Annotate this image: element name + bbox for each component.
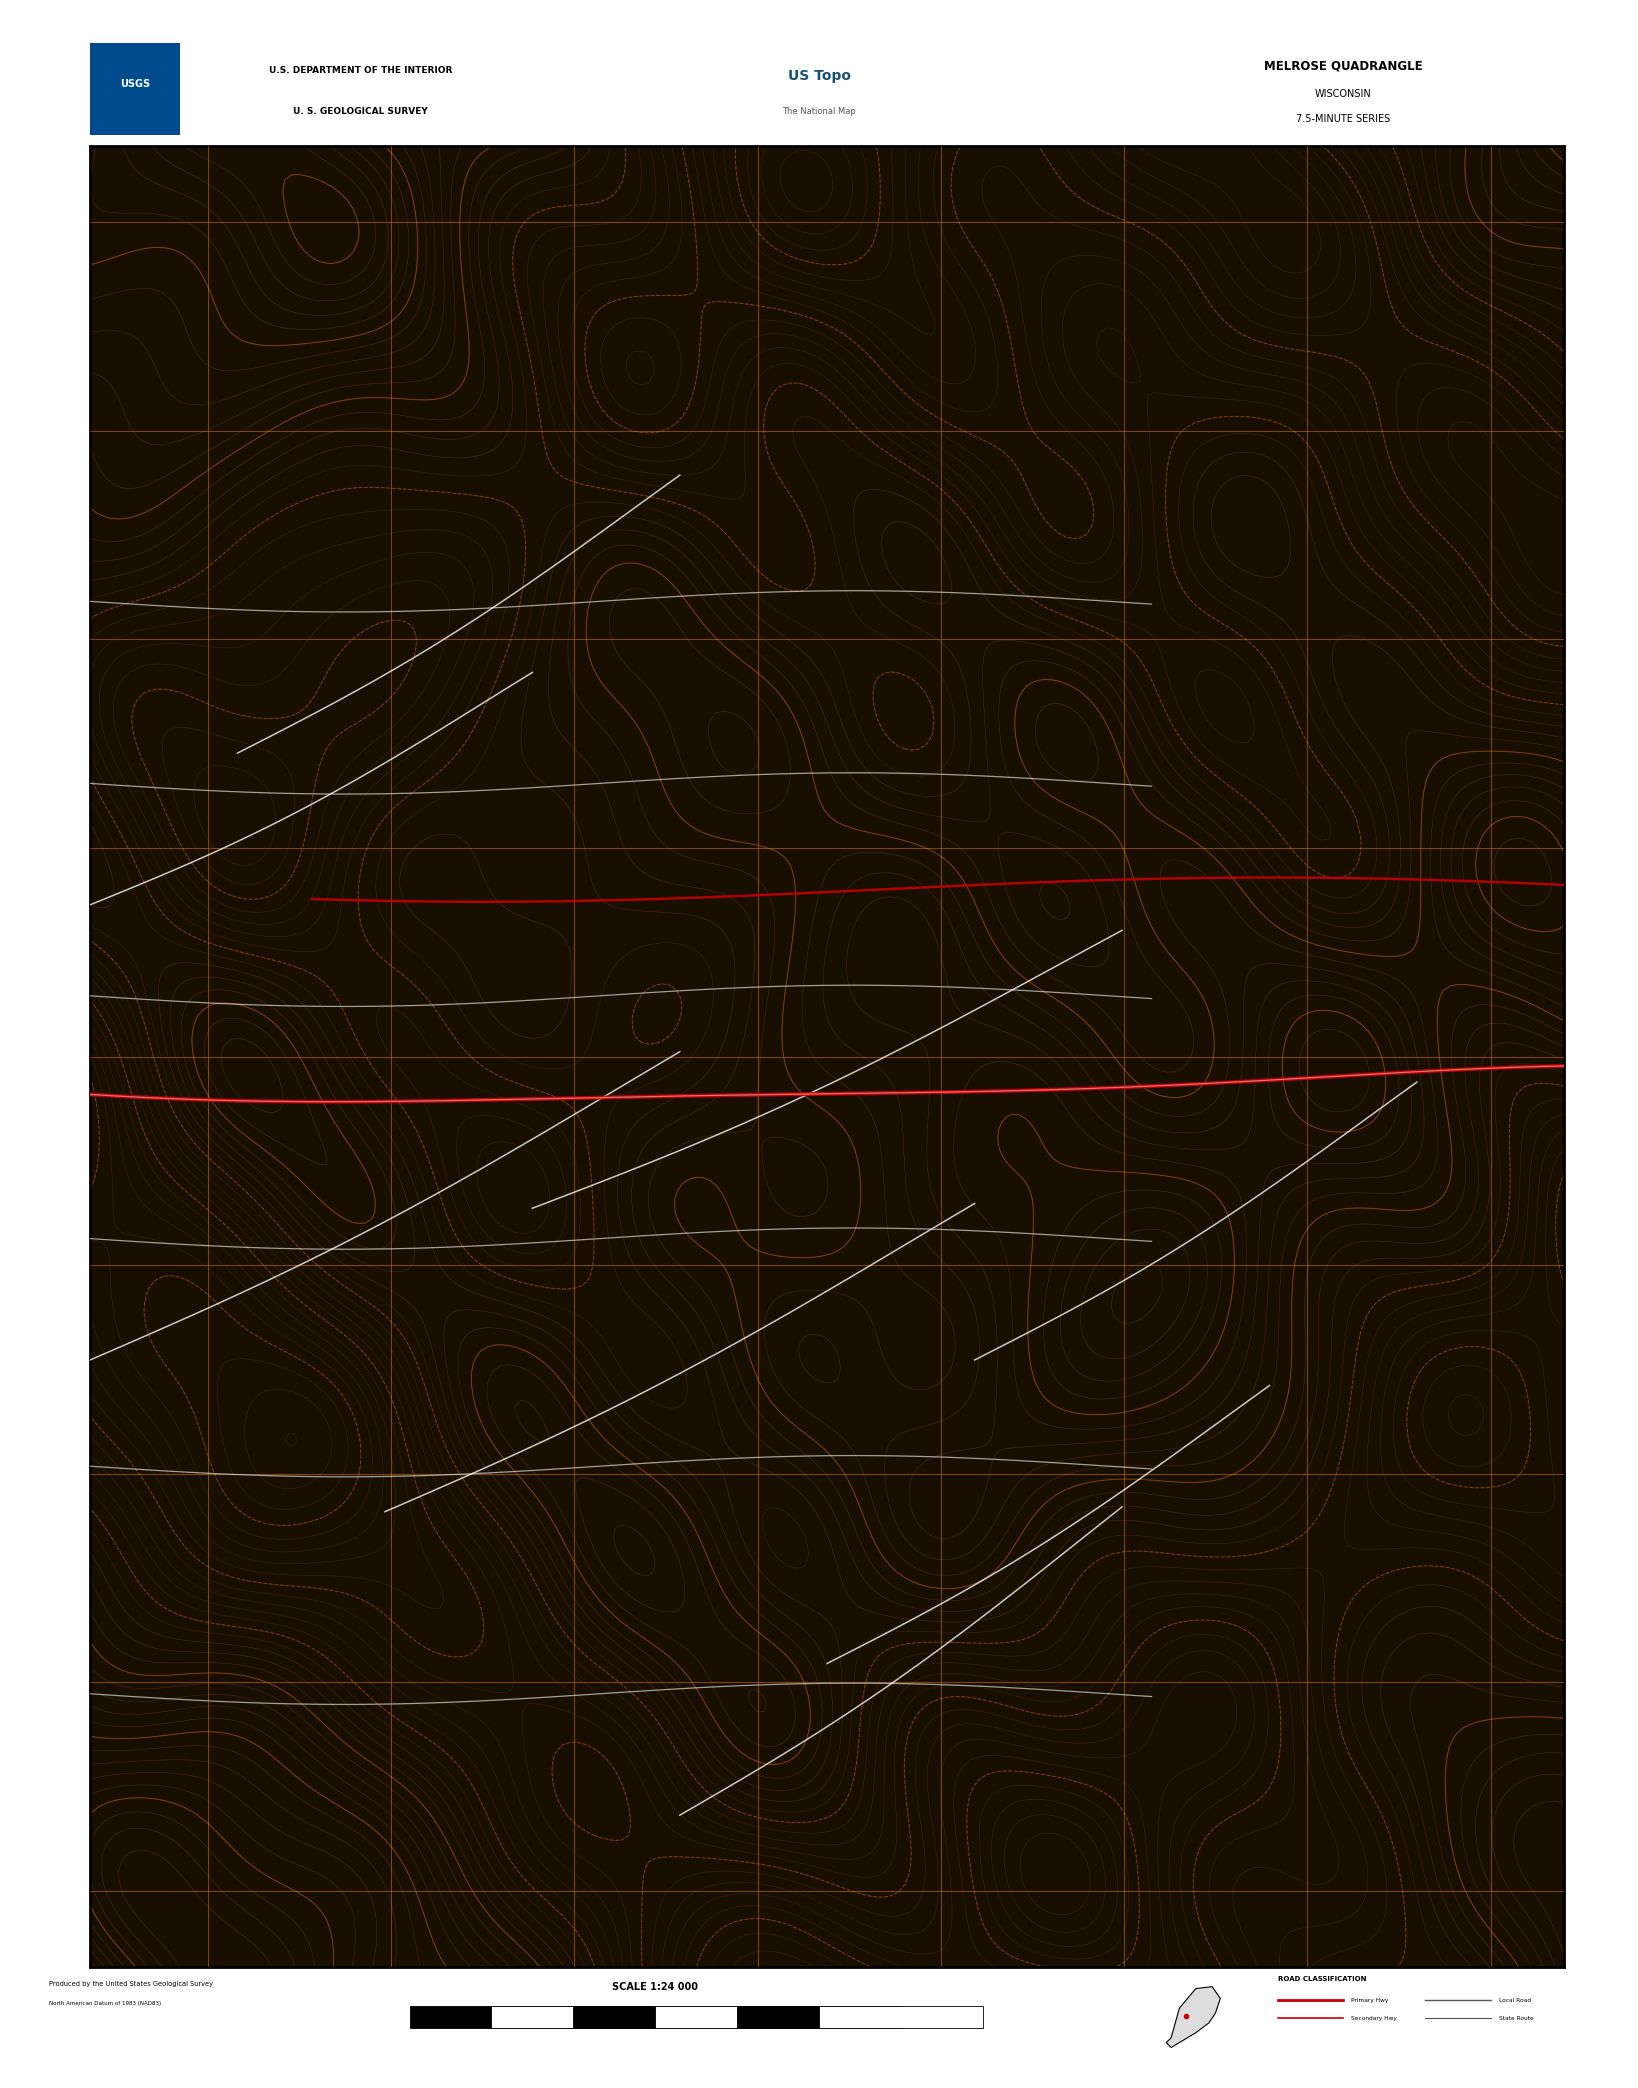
Text: The National Map: The National Map <box>781 106 857 115</box>
Text: Local Road: Local Road <box>1499 1998 1532 2002</box>
Text: U. S. GEOLOGICAL SURVEY: U. S. GEOLOGICAL SURVEY <box>293 106 428 115</box>
Text: North American Datum of 1983 (NAD83): North American Datum of 1983 (NAD83) <box>49 2000 161 2007</box>
FancyBboxPatch shape <box>90 42 180 136</box>
Bar <box>410 2007 573 2027</box>
Text: Produced by the United States Geological Survey: Produced by the United States Geological… <box>49 1982 213 1986</box>
Text: USGS: USGS <box>120 79 151 88</box>
Text: US Topo: US Topo <box>788 69 850 84</box>
Bar <box>491 2007 655 2027</box>
Polygon shape <box>1166 1986 1220 2048</box>
Text: WISCONSIN: WISCONSIN <box>1315 90 1371 98</box>
Text: Secondary Hwy: Secondary Hwy <box>1351 2015 1397 2021</box>
Bar <box>819 2007 983 2027</box>
Bar <box>573 2007 737 2027</box>
Bar <box>737 2007 901 2027</box>
Text: ROAD CLASSIFICATION: ROAD CLASSIFICATION <box>1278 1975 1366 1982</box>
Text: U.S. DEPARTMENT OF THE INTERIOR: U.S. DEPARTMENT OF THE INTERIOR <box>269 67 452 75</box>
Text: MELROSE QUADRANGLE: MELROSE QUADRANGLE <box>1265 61 1422 73</box>
Text: SCALE 1:24 000: SCALE 1:24 000 <box>613 1982 698 1992</box>
Text: 7.5-MINUTE SERIES: 7.5-MINUTE SERIES <box>1296 115 1391 125</box>
Text: Primary Hwy: Primary Hwy <box>1351 1998 1389 2002</box>
Bar <box>655 2007 819 2027</box>
Text: State Route: State Route <box>1499 2015 1533 2021</box>
